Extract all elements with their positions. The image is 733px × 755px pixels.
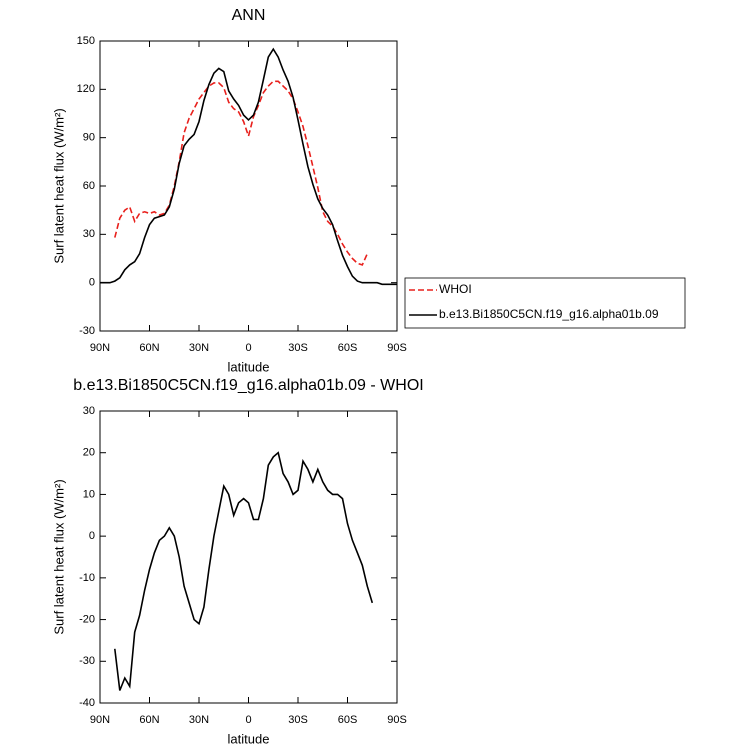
x-tick-label: 60S (338, 342, 358, 354)
x-tick-label: 30S (288, 714, 308, 726)
data-line (114, 451, 374, 691)
plot-frame (99, 410, 398, 704)
x-tick-label: 90N (90, 714, 110, 726)
y-tick-label: 30 (83, 228, 95, 240)
y-tick-label: 120 (77, 83, 95, 95)
y-tick-label: -30 (79, 325, 95, 337)
x-tick-label: 90S (387, 342, 407, 354)
plot-frame (99, 40, 398, 332)
y-tick-label: 60 (83, 180, 95, 192)
y-tick-label: -10 (79, 572, 95, 584)
y-tick-label: -40 (79, 697, 95, 709)
x-tick-label: 30N (189, 342, 209, 354)
x-tick-label: 0 (245, 714, 251, 726)
y-tick-label: 150 (77, 35, 95, 47)
y-tick-label: 10 (83, 488, 95, 500)
x-tick-label: 60S (338, 714, 358, 726)
x-tick-label: 90N (90, 342, 110, 354)
y-tick-label: 30 (83, 405, 95, 417)
x-tick-label: 60N (139, 714, 159, 726)
data-line (114, 80, 369, 266)
y-axis-label: Surf latent heat flux (W/m²) (51, 479, 66, 634)
x-tick-label: 30S (288, 342, 308, 354)
y-tick-label: -30 (79, 655, 95, 667)
x-tick-label: 90S (387, 714, 407, 726)
x-tick-label: 0 (245, 342, 251, 354)
data-line (100, 47, 397, 286)
legend-label: b.e13.Bi1850C5CN.f19_g16.alpha01b.09 (439, 307, 659, 321)
x-axis-label: latitude (228, 731, 270, 746)
y-tick-label: 0 (89, 530, 95, 542)
chart-title: ANN (232, 7, 266, 24)
legend-frame (404, 277, 686, 329)
y-axis-label: Surf latent heat flux (W/m²) (51, 108, 66, 263)
legend-label: WHOI (439, 282, 472, 296)
y-tick-label: -20 (79, 613, 95, 625)
y-tick-label: 0 (89, 277, 95, 289)
y-tick-label: 20 (83, 447, 95, 459)
x-tick-label: 60N (139, 342, 159, 354)
x-axis-label: latitude (228, 359, 270, 374)
chart-title: b.e13.Bi1850C5CN.f19_g16.alpha01b.09 - W… (73, 377, 423, 394)
y-tick-label: 90 (83, 132, 95, 144)
x-tick-label: 30N (189, 714, 209, 726)
